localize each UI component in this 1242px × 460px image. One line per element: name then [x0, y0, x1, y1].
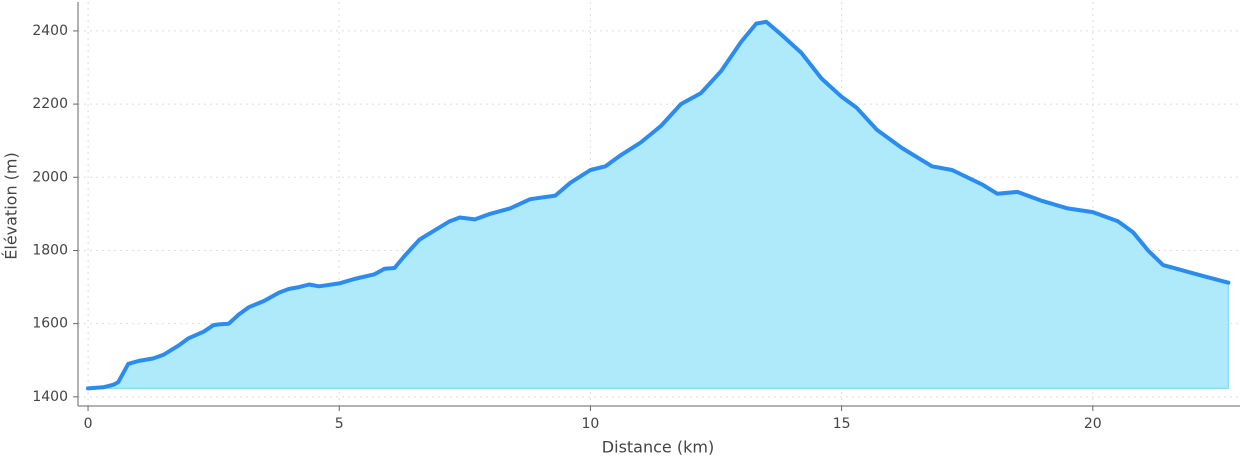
x-tick-label: 15 — [833, 416, 851, 432]
x-tick-label: 20 — [1084, 416, 1102, 432]
x-tick-label: 5 — [335, 416, 344, 432]
y-tick-label: 2400 — [32, 23, 68, 39]
y-tick-label: 1800 — [32, 242, 68, 258]
x-tick-label: 0 — [84, 416, 93, 432]
x-tick-label: 10 — [582, 416, 600, 432]
y-tick-label: 1400 — [32, 389, 68, 405]
y-tick-label: 2000 — [32, 169, 68, 185]
y-tick-label: 1600 — [32, 316, 68, 332]
y-axis-label: Élévation (m) — [2, 152, 21, 259]
y-tick-label: 2200 — [32, 96, 68, 112]
elevation-line — [86, 19, 1231, 391]
x-axis-label: Distance (km) — [602, 438, 714, 457]
